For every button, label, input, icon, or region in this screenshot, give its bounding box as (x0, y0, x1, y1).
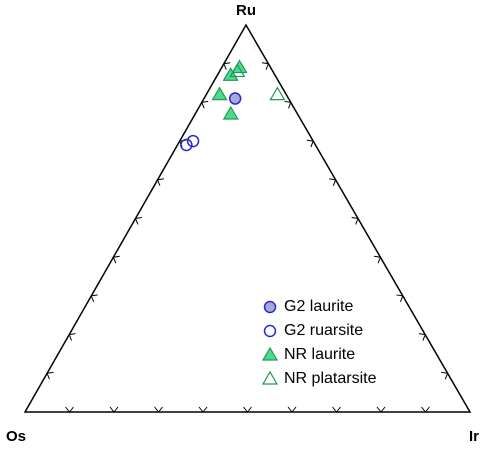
tick-mark (376, 406, 386, 413)
tick-mark (134, 217, 142, 225)
tick-mark (306, 139, 314, 148)
left-label: Os (6, 428, 26, 445)
legend-label: G2 laurite (284, 298, 353, 315)
legend-marker (263, 324, 277, 338)
legend-marker (263, 300, 277, 314)
point (186, 134, 200, 148)
tick-mark (156, 178, 165, 186)
point (222, 67, 239, 81)
point (228, 92, 242, 105)
top-label: Ru (236, 2, 256, 19)
tick-mark (243, 406, 252, 413)
point (222, 105, 239, 120)
tick-mark (90, 294, 98, 303)
tick-mark (68, 333, 76, 341)
legend-label: G2 ruarsite (284, 322, 363, 339)
tick-mark (201, 100, 209, 109)
tick-mark (46, 371, 54, 380)
tick-mark (329, 178, 337, 186)
point (180, 138, 193, 152)
tick-mark (418, 333, 426, 341)
tick-mark (112, 255, 120, 264)
tick-mark (332, 406, 341, 413)
tick-mark (198, 406, 208, 413)
tick-mark (421, 406, 430, 413)
legend-label: NR platarsite (284, 370, 377, 387)
tick-mark (109, 406, 119, 413)
legend-marker (261, 370, 279, 385)
legend-marker (261, 346, 279, 361)
tick-mark (287, 406, 297, 413)
point (231, 59, 248, 74)
point (229, 63, 246, 78)
tick-mark (396, 294, 404, 303)
triangle-frame (23, 23, 472, 413)
tick-mark (441, 371, 449, 380)
tick-mark (373, 255, 382, 264)
tick-mark (261, 62, 270, 70)
tick-mark (351, 217, 359, 225)
point (269, 86, 286, 101)
tick-mark (65, 406, 74, 413)
point (211, 86, 228, 101)
tick-mark (223, 62, 231, 70)
legend-label: NR laurite (284, 346, 355, 363)
tick-mark (284, 100, 292, 109)
right-label: Ir (469, 428, 479, 445)
tick-mark (154, 406, 163, 413)
